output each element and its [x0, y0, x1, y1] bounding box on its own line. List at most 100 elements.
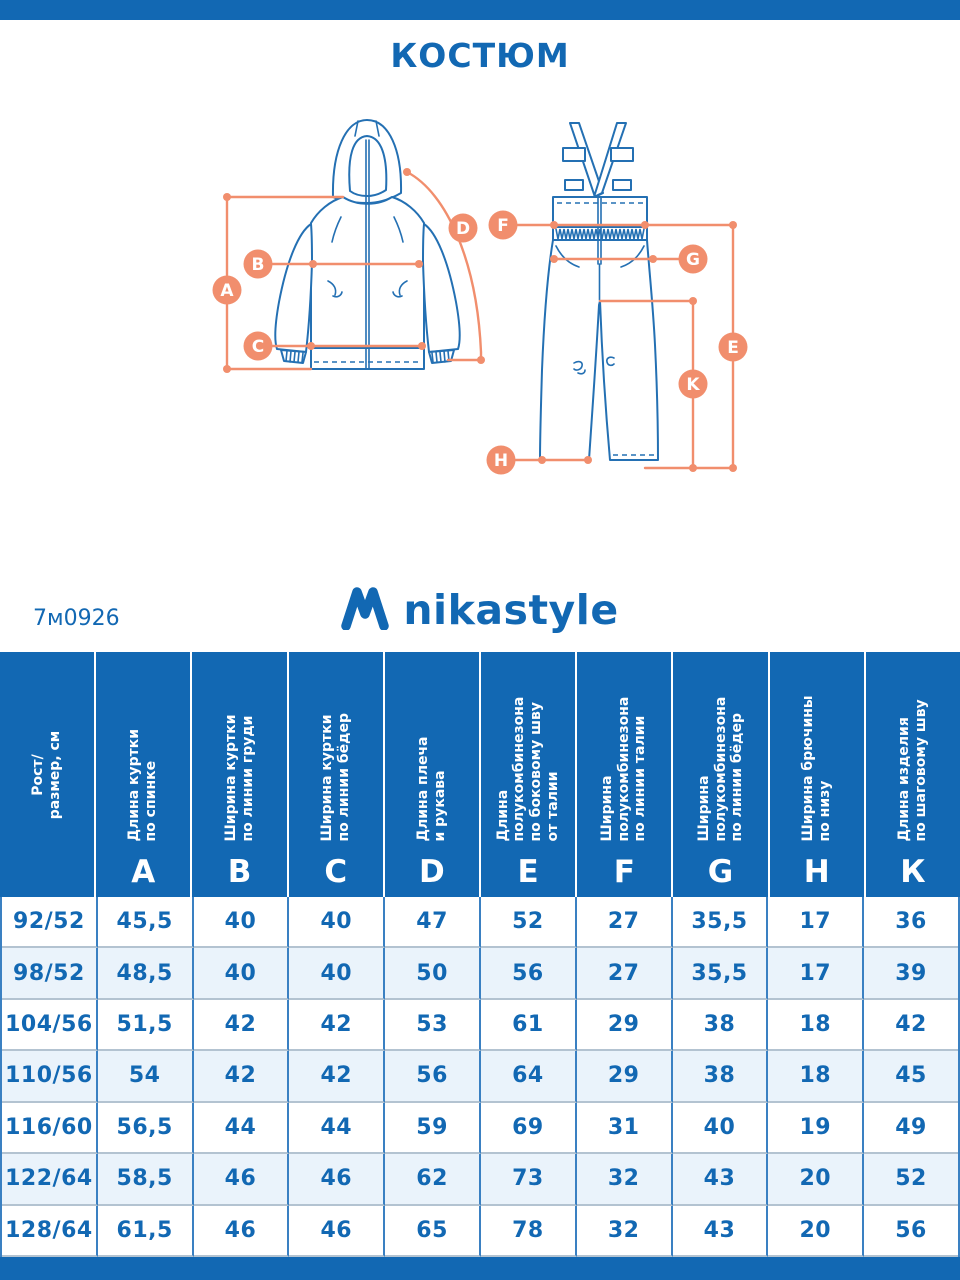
- table-row: 128/64 61,5 46 46 65 78 32 43 20 56: [2, 1205, 958, 1257]
- table-cell: 40: [672, 1102, 769, 1155]
- table-cell: 56: [864, 1206, 958, 1257]
- table-cell: 20: [768, 1205, 865, 1257]
- table-cell: 19: [768, 1102, 865, 1155]
- table-row: 116/60 56,5 44 44 59 69 31 40 19 49: [2, 1102, 958, 1155]
- table-cell: 73: [480, 1154, 577, 1206]
- table-row: 110/56 54 42 42 56 64 29 38 18 45: [2, 1051, 958, 1103]
- column-label: Ширина куртки по линии груди: [222, 713, 256, 841]
- marker-f-label: F: [497, 216, 509, 236]
- column-label: Ширина полукомбинезона по линии бёдер: [695, 696, 745, 841]
- table-cell: 61: [480, 999, 577, 1052]
- jacket-drawing: [274, 119, 461, 370]
- table-cell: 38: [672, 999, 769, 1052]
- size-cell: 116/60: [2, 1102, 98, 1155]
- table-cell: 54: [97, 1051, 194, 1103]
- column-header-size: Рост/ размер, см: [0, 652, 97, 897]
- table-cell: 47: [385, 897, 481, 949]
- table-header: Рост/ размер, см Длина куртки по спинке …: [0, 652, 960, 897]
- table-cell: 56: [385, 1051, 481, 1103]
- measurement-lines: A B C D F G E: [212, 168, 748, 475]
- size-cell: 110/56: [2, 1051, 98, 1103]
- table-cell: 43: [672, 1205, 769, 1257]
- table-cell: 46: [193, 1154, 290, 1206]
- marker-f: F: [488, 210, 518, 240]
- column-letter: E: [517, 854, 539, 890]
- table-cell: 42: [193, 1051, 290, 1103]
- brand-name: nikastyle: [403, 586, 619, 635]
- page-title: КОСТЮМ: [390, 36, 570, 75]
- size-table: Рост/ размер, см Длина куртки по спинке …: [0, 652, 960, 1257]
- table-cell: 45,5: [97, 897, 194, 949]
- table-cell: 40: [193, 948, 290, 1000]
- table-cell: 20: [768, 1154, 865, 1206]
- table-cell: 42: [289, 1051, 386, 1103]
- table-cell: 44: [193, 1102, 290, 1155]
- marker-k-label: K: [686, 375, 700, 395]
- size-cell: 128/64: [2, 1205, 98, 1257]
- column-header-h: Ширина брючины по низу H: [769, 652, 866, 897]
- table-cell: 52: [480, 897, 577, 949]
- column-header-f: Ширина полукомбинезона по линии талии F: [577, 652, 674, 897]
- brand-logo: nikastyle: [0, 584, 960, 635]
- table-row: 92/52 45,5 40 40 47 52 27 35,5 17 36: [2, 897, 958, 949]
- table-cell: 40: [193, 897, 290, 949]
- column-label: Рост/ размер, см: [30, 730, 64, 819]
- column-header-b: Ширина куртки по линии груди B: [192, 652, 289, 897]
- marker-b-label: B: [252, 255, 265, 275]
- column-label: Ширина брючины по низу: [800, 694, 833, 841]
- table-cell: 35,5: [672, 948, 769, 1000]
- column-header-e: Длина полукомбинезона по боковому шву от…: [481, 652, 578, 897]
- marker-d: D: [448, 213, 478, 243]
- table-cell: 51,5: [97, 999, 194, 1052]
- table-cell: 48,5: [97, 948, 194, 1000]
- column-header-a: Длина куртки по спинке A: [96, 652, 193, 897]
- marker-g-label: G: [686, 250, 700, 270]
- table-cell: 42: [864, 1000, 958, 1052]
- table-cell: 17: [768, 948, 865, 1000]
- column-label: Длина полукомбинезона по боковому шву от…: [495, 696, 561, 841]
- table-cell: 44: [289, 1102, 386, 1155]
- column-label: Ширина полукомбинезона по линии талии: [599, 696, 649, 841]
- marker-g: G: [678, 244, 708, 274]
- column-letter: B: [227, 854, 252, 890]
- pants-drawing: [539, 122, 659, 461]
- marker-a-label: A: [220, 281, 234, 301]
- table-cell: 56,5: [97, 1102, 194, 1155]
- table-cell: 46: [289, 1154, 386, 1206]
- table-cell: 42: [289, 999, 386, 1052]
- marker-c-label: C: [252, 337, 264, 357]
- column-label: Длина куртки по спинке: [126, 728, 160, 841]
- table-cell: 17: [768, 897, 865, 949]
- marker-a: A: [212, 275, 242, 305]
- column-header-k: Длина изделия по шаговому шву К: [865, 652, 960, 897]
- column-label: Ширина куртки по линии бёдер: [319, 712, 352, 842]
- size-cell: 98/52: [2, 948, 98, 1000]
- table-cell: 45: [864, 1051, 958, 1103]
- table-cell: 31: [576, 1102, 673, 1155]
- bottom-accent-bar: [0, 1257, 960, 1280]
- marker-e-label: E: [727, 338, 739, 358]
- top-accent-bar: [0, 0, 960, 20]
- table-cell: 65: [385, 1205, 481, 1257]
- table-cell: 29: [576, 999, 673, 1052]
- table-cell: 18: [768, 1051, 865, 1103]
- marker-e: E: [718, 332, 748, 362]
- table-cell: 50: [385, 948, 481, 1000]
- table-cell: 64: [480, 1051, 577, 1103]
- table-cell: 59: [385, 1102, 481, 1155]
- column-header-d: Длина плеча и рукава D: [384, 652, 482, 897]
- table-cell: 56: [480, 948, 577, 1000]
- marker-d-label: D: [456, 219, 470, 239]
- table-row: 98/52 48,5 40 40 50 56 27 35,5 17 39: [2, 948, 958, 1000]
- size-cell: 92/52: [2, 897, 98, 949]
- column-letter: G: [707, 854, 734, 890]
- table-cell: 18: [768, 999, 865, 1052]
- column-letter: C: [324, 854, 348, 890]
- column-letter: F: [613, 854, 635, 890]
- table-cell: 38: [672, 1051, 769, 1103]
- table-cell: 27: [576, 897, 673, 949]
- column-letter: H: [803, 854, 830, 890]
- table-cell: 40: [289, 948, 386, 1000]
- table-cell: 69: [480, 1102, 577, 1155]
